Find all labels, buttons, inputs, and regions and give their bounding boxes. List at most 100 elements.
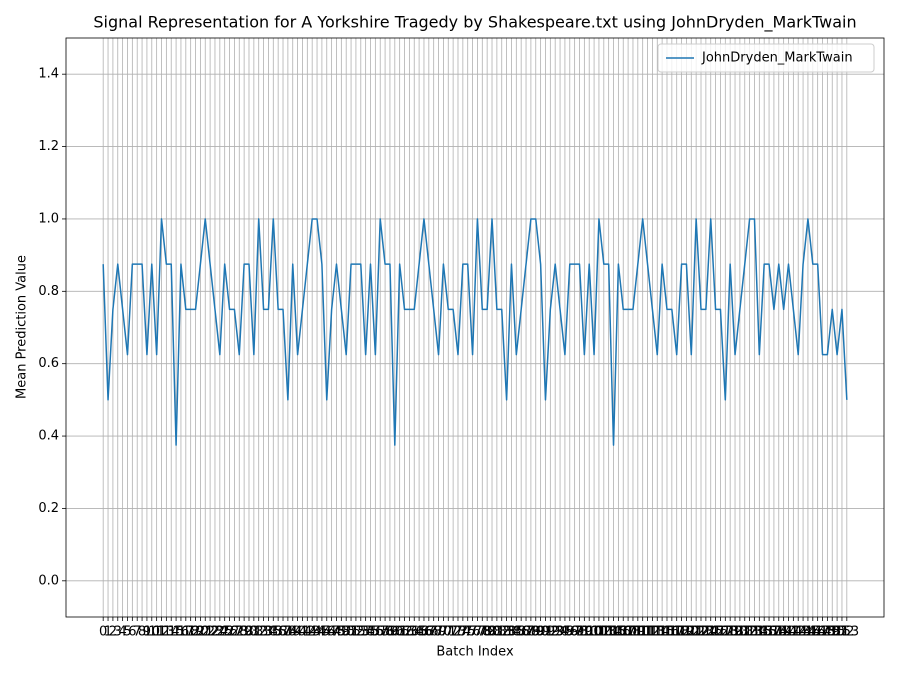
x-tick-label: 136 [752,625,777,640]
x-tick-label: 66 [416,625,433,640]
x-tick-label: 105 [601,625,626,640]
x-tick-label: 118 [664,625,689,640]
x-tick-label: 112 [635,625,660,640]
x-tick-label: 12 [153,625,170,640]
y-tick-label: 0.8 [38,284,59,299]
x-tick-label: 119 [669,625,694,640]
x-tick-label: 81 [489,625,506,640]
x-tick-label: 21 [197,625,214,640]
x-tick-label: 28 [231,625,248,640]
x-tick-label: 30 [241,625,258,640]
x-tick-label: 71 [440,625,457,640]
x-tick-label: 76 [464,625,481,640]
legend-box [657,43,875,73]
x-tick-label: 88 [523,625,540,640]
x-tick-label: 39 [284,625,301,640]
x-tick-label: 75 [459,625,476,640]
x-tick-label: 48 [328,625,345,640]
legend-label: JohnDryden_MarkTwain [701,51,853,66]
x-tick-label: 25 [216,625,233,640]
x-tick-label: 149 [815,625,840,640]
y-tick-label: 0.0 [38,573,59,588]
x-tick-label: 109 [621,625,646,640]
x-tick-label: 61 [391,625,408,640]
x-tick-label: 10 [144,625,161,640]
x-tick-label: 93 [547,625,564,640]
x-tick-label: 96 [562,625,579,640]
y-axis-label: Mean Prediction Value [15,255,30,399]
x-tick-label: 78 [474,625,491,640]
x-tick-label: 72 [445,625,462,640]
x-tick-label: 133 [737,625,762,640]
x-tick-label: 137 [757,625,782,640]
x-tick-label: 140 [771,625,796,640]
x-tick-label: 8 [138,625,146,640]
x-tick-label: 59 [382,625,399,640]
x-tick-label: 120 [674,625,699,640]
x-tick-label: 1 [104,625,112,640]
x-tick-label: 18 [182,625,199,640]
x-tick-label: 37 [275,625,292,640]
x-tick-label: 31 [246,625,263,640]
x-tick-label: 5 [123,625,131,640]
x-tick-label: 43 [304,625,321,640]
x-tick-label: 42 [299,625,316,640]
x-tick-label: 45 [314,625,331,640]
x-tick-label: 32 [250,625,267,640]
x-tick-label: 106 [606,625,631,640]
x-tick-label: 50 [338,625,355,640]
plot-frame [65,37,885,618]
x-tick-label: 73 [450,625,467,640]
legend: JohnDryden_MarkTwain [657,43,875,73]
x-tick-label: 128 [713,625,738,640]
x-tick-label: 86 [513,625,530,640]
x-tick-label: 143 [786,625,811,640]
x-tick-label: 147 [805,625,830,640]
x-tick-label: 77 [469,625,486,640]
x-tick-label: 4 [118,625,126,640]
y-tick-label: 1.2 [38,139,59,154]
x-tick-label: 40 [289,625,306,640]
x-tick-label: 17 [178,625,195,640]
x-tick-label: 90 [532,625,549,640]
x-tick-label: 101 [582,625,607,640]
x-tick-label: 117 [659,625,684,640]
x-tick-label: 85 [508,625,525,640]
x-tick-label: 16 [173,625,190,640]
x-tick-label: 99 [576,625,593,640]
x-tick-label: 47 [323,625,340,640]
x-tick-label: 95 [557,625,574,640]
x-tick-label: 22 [202,625,219,640]
x-tick-label: 11 [148,625,165,640]
x-tick-label: 27 [226,625,243,640]
x-tick-label: 6 [128,625,136,640]
x-tick-label: 146 [800,625,825,640]
x-tick-label: 114 [645,625,670,640]
x-tick-label: 0 [99,625,107,640]
x-tick-label: 108 [616,625,641,640]
x-tick-label: 24 [212,625,229,640]
x-tick-label: 68 [425,625,442,640]
x-tick-label: 44 [309,625,326,640]
x-tick-label: 83 [498,625,515,640]
x-tick-label: 41 [294,625,311,640]
x-tick-label: 103 [591,625,616,640]
x-tick-label: 132 [732,625,757,640]
x-tick-label: 125 [698,625,723,640]
x-tick-label: 102 [587,625,612,640]
x-tick-label: 15 [168,625,185,640]
x-tick-label: 129 [718,625,743,640]
x-tick-label: 98 [571,625,588,640]
x-tick-label: 46 [318,625,335,640]
x-tick-label: 49 [333,625,350,640]
x-tick-label: 141 [776,625,801,640]
chart-title: Signal Representation for A Yorkshire Tr… [93,13,856,33]
x-tick-label: 79 [479,625,496,640]
x-tick-label: 116 [655,625,680,640]
x-tick-label: 131 [727,625,752,640]
x-tick-label: 58 [377,625,394,640]
x-tick-label: 151 [825,625,850,640]
x-tick-label: 80 [484,625,501,640]
x-tick-label: 14 [163,625,180,640]
